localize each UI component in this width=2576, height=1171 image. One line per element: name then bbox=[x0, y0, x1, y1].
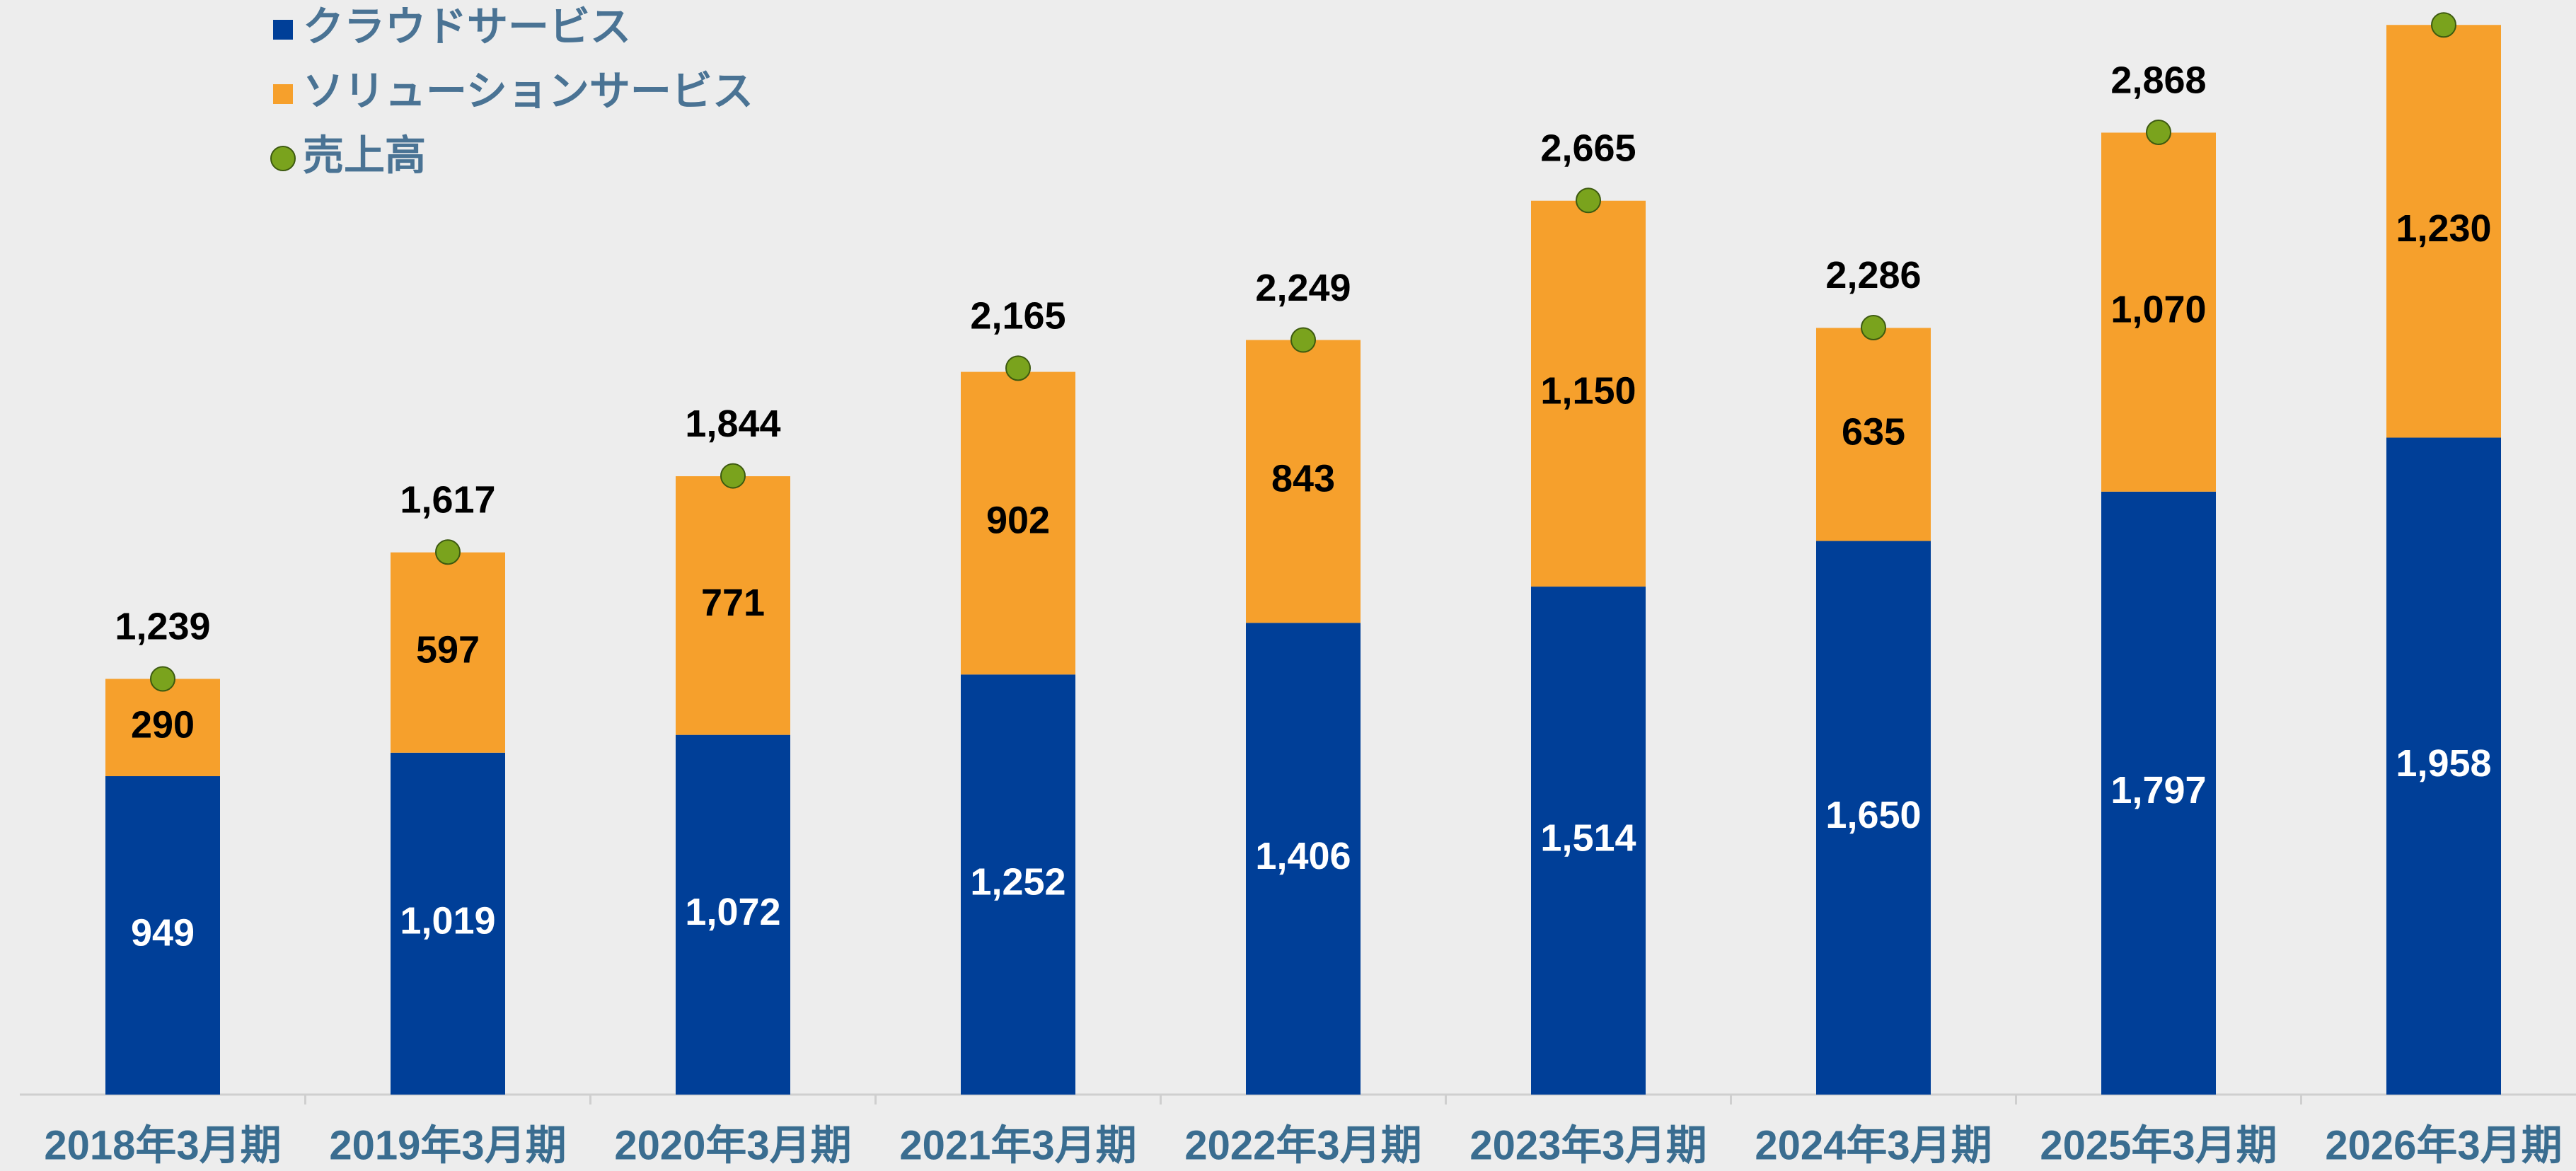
bar-segment bbox=[391, 552, 505, 753]
data-label: 1,150 bbox=[1540, 370, 1636, 413]
bar-segment bbox=[961, 674, 1075, 1095]
legend-swatch bbox=[273, 20, 293, 40]
total-marker bbox=[1861, 314, 1886, 340]
x-tick-label: 2024年3月期 bbox=[1755, 1122, 1992, 1168]
total-label: 2,165 bbox=[970, 295, 1065, 338]
bar-segment bbox=[1246, 340, 1361, 623]
total-label: 2,868 bbox=[2110, 59, 2206, 101]
bar-segment bbox=[391, 752, 505, 1095]
data-label: 1,019 bbox=[400, 900, 495, 942]
total-marker bbox=[435, 539, 461, 565]
bar-segment bbox=[105, 679, 220, 776]
data-label: 1,958 bbox=[2396, 742, 2491, 785]
bar-segment bbox=[1816, 541, 1931, 1095]
data-label: 1,650 bbox=[1825, 794, 1921, 836]
data-label: 902 bbox=[986, 500, 1050, 542]
total-marker bbox=[720, 463, 746, 489]
x-tick-label: 2023年3月期 bbox=[1469, 1122, 1706, 1168]
bar-segment bbox=[105, 775, 220, 1095]
total-marker bbox=[150, 666, 175, 692]
bar-segment bbox=[2386, 437, 2501, 1095]
bar-segment bbox=[676, 734, 790, 1095]
data-label: 1,070 bbox=[2110, 288, 2206, 330]
data-label: 843 bbox=[1271, 458, 1335, 500]
total-marker bbox=[1005, 355, 1031, 381]
x-tick-label: 2018年3月期 bbox=[44, 1122, 281, 1168]
legend-label: クラウドサービス bbox=[303, 4, 631, 50]
total-label: 2,665 bbox=[1540, 127, 1636, 170]
data-label: 1,230 bbox=[2396, 207, 2491, 250]
data-label: 1,797 bbox=[2110, 769, 2206, 812]
bar-segment bbox=[1531, 200, 1646, 587]
total-label: 1,617 bbox=[400, 478, 495, 521]
x-tick-label: 2019年3月期 bbox=[329, 1122, 566, 1168]
data-label: 1,406 bbox=[1255, 835, 1351, 877]
total-label: 2,249 bbox=[1255, 267, 1351, 309]
total-marker bbox=[2431, 12, 2456, 38]
data-label: 1,252 bbox=[970, 860, 1065, 903]
x-tick-label: 2026年3月期 bbox=[2325, 1122, 2562, 1168]
data-label: 1,072 bbox=[685, 891, 780, 933]
total-label: 1,844 bbox=[685, 403, 780, 445]
bar-segment bbox=[1531, 587, 1646, 1095]
bar-segment bbox=[2101, 491, 2216, 1095]
total-marker bbox=[1576, 188, 1601, 214]
x-tick-label: 2025年3月期 bbox=[2040, 1122, 2277, 1168]
bar-segment bbox=[1816, 328, 1931, 541]
legend-marker bbox=[270, 146, 296, 171]
data-label: 597 bbox=[416, 629, 480, 671]
bar-segment bbox=[2386, 25, 2501, 438]
data-label: 1,514 bbox=[1540, 817, 1636, 859]
data-label: 635 bbox=[1842, 410, 1905, 453]
x-tick-label: 2022年3月期 bbox=[1184, 1122, 1421, 1168]
total-label: 1,239 bbox=[115, 606, 210, 648]
legend-label: ソリューションサービス bbox=[303, 68, 753, 114]
data-label: 949 bbox=[131, 911, 195, 954]
x-tick-label: 2021年3月期 bbox=[899, 1122, 1136, 1168]
total-marker bbox=[1290, 327, 1316, 353]
legend-label: 売上高 bbox=[303, 132, 426, 178]
legend-swatch bbox=[273, 84, 293, 104]
bar-segment bbox=[676, 476, 790, 735]
data-label: 290 bbox=[131, 703, 195, 746]
total-label: 2,286 bbox=[1825, 254, 1921, 296]
data-label: 771 bbox=[701, 582, 765, 624]
bar-segment bbox=[2101, 132, 2216, 492]
bar-segment bbox=[961, 371, 1075, 675]
bar-segment bbox=[1246, 623, 1361, 1095]
x-tick-label: 2020年3月期 bbox=[614, 1122, 851, 1168]
total-marker bbox=[2146, 119, 2171, 145]
